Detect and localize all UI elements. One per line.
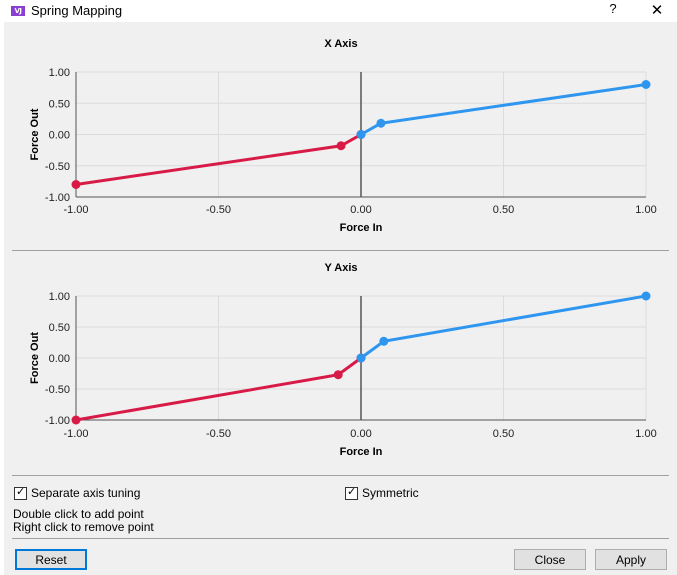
chart-title: X Axis bbox=[324, 38, 357, 50]
y-tick-label: 0.00 bbox=[49, 130, 70, 142]
control-point[interactable] bbox=[71, 415, 81, 425]
window-frame bbox=[0, 22, 4, 575]
title-bar: VJ Spring Mapping ? ✕ bbox=[0, 0, 677, 22]
y-axis-chart[interactable]: -1.00 -0.50 0.00 0.50 1.00 1.00 0.50 0.00 -0.50 -… bbox=[0, 254, 677, 464]
symmetric-label[interactable]: Symmetric bbox=[362, 486, 419, 500]
x-axis-chart[interactable]: -1.00 -0.50 0.00 0.50 1.00 1.00 0.50 0.00 -0.50 -… bbox=[0, 30, 677, 240]
control-point[interactable] bbox=[71, 180, 81, 189]
y-tick-label: 1.00 bbox=[49, 67, 70, 79]
y-tick-label: -1.00 bbox=[45, 192, 70, 204]
chart-title: Y Axis bbox=[324, 262, 357, 274]
x-tick-label: -0.50 bbox=[206, 204, 231, 216]
control-point[interactable] bbox=[336, 141, 346, 151]
x-tick-label: 0.00 bbox=[350, 204, 371, 216]
check-icon: ✓ bbox=[16, 485, 26, 498]
x-tick-label: -1.00 bbox=[63, 428, 88, 440]
separate-axis-tuning-label[interactable]: Separate axis tuning bbox=[31, 486, 141, 500]
y-tick-label: -0.50 bbox=[45, 384, 70, 396]
control-point[interactable] bbox=[333, 370, 343, 380]
separate-axis-tuning-checkbox[interactable]: ✓ bbox=[14, 485, 27, 500]
control-point[interactable] bbox=[356, 353, 366, 363]
y-tick-label: 1.00 bbox=[49, 291, 70, 303]
y-axis-label: Force Out bbox=[29, 108, 41, 160]
x-tick-label: 1.00 bbox=[635, 428, 656, 440]
check-icon: ✓ bbox=[347, 485, 357, 498]
chart-divider bbox=[12, 250, 669, 251]
control-point[interactable] bbox=[356, 130, 366, 139]
x-tick-label: -1.00 bbox=[63, 204, 88, 216]
y-tick-label: 0.00 bbox=[49, 353, 70, 365]
x-tick-label: -0.50 bbox=[206, 428, 231, 440]
x-tick-label: 0.00 bbox=[350, 428, 371, 440]
x-axis-label: Force In bbox=[340, 446, 383, 458]
y-tick-label: 0.50 bbox=[49, 322, 70, 334]
hint-add-point: Double click to add point bbox=[13, 507, 144, 521]
options-divider bbox=[12, 475, 669, 476]
control-point[interactable] bbox=[376, 118, 386, 128]
x-tick-label: 0.50 bbox=[493, 428, 514, 440]
close-window-button[interactable]: ✕ bbox=[650, 1, 664, 19]
window-title: Spring Mapping bbox=[31, 3, 123, 18]
symmetric-checkbox[interactable]: ✓ bbox=[345, 485, 358, 500]
control-point[interactable] bbox=[379, 336, 389, 346]
help-button[interactable]: ? bbox=[609, 1, 617, 16]
x-axis-label: Force In bbox=[340, 222, 383, 234]
x-tick-label: 1.00 bbox=[635, 204, 656, 216]
control-point[interactable] bbox=[641, 80, 651, 89]
y-tick-label: 0.50 bbox=[49, 98, 70, 110]
hint-remove-point: Right click to remove point bbox=[13, 520, 154, 534]
reset-button[interactable]: Reset bbox=[15, 549, 87, 570]
apply-button[interactable]: Apply bbox=[595, 549, 667, 570]
app-icon: VJ bbox=[11, 6, 25, 16]
close-button[interactable]: Close bbox=[514, 549, 586, 570]
footer-divider bbox=[12, 538, 669, 539]
x-tick-label: 0.50 bbox=[493, 204, 514, 216]
control-point[interactable] bbox=[641, 291, 651, 301]
y-tick-label: -1.00 bbox=[45, 415, 70, 427]
y-tick-label: -0.50 bbox=[45, 161, 70, 173]
y-axis-label: Force Out bbox=[29, 332, 41, 384]
